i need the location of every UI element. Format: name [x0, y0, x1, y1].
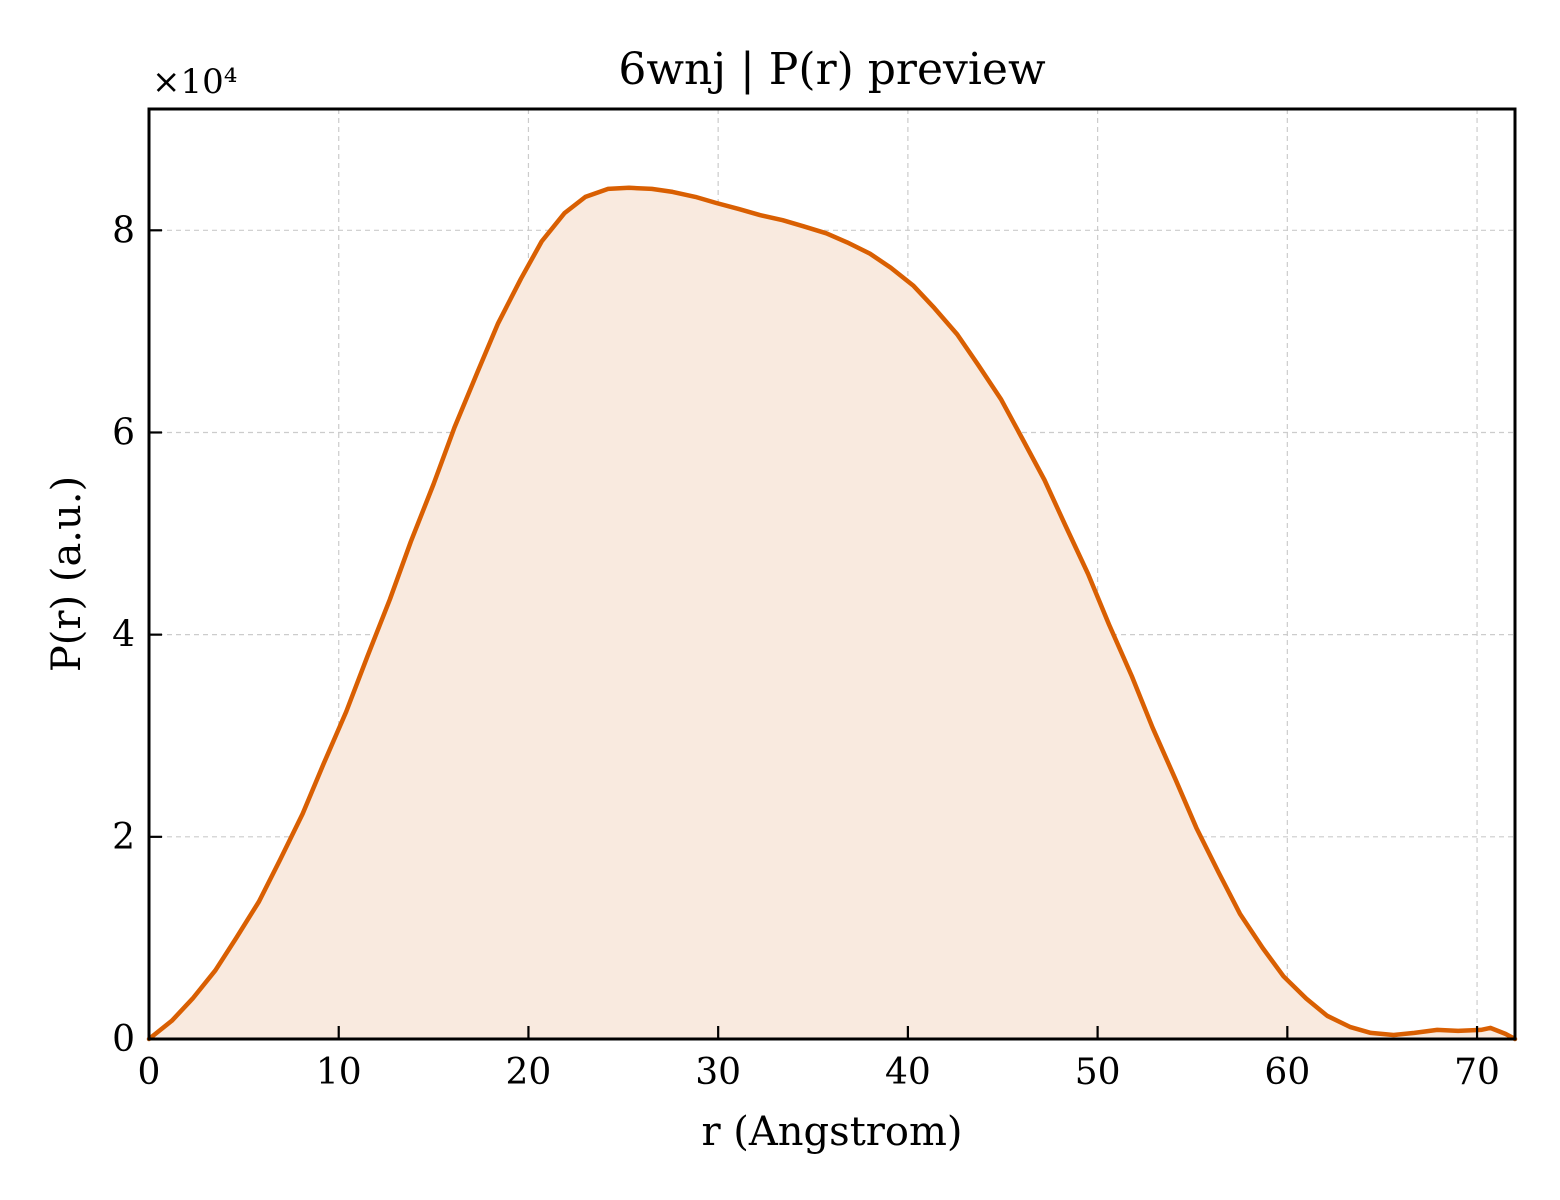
x-tick-label-6: 60 [1264, 1052, 1310, 1093]
y-tick-label-4: 8 [112, 210, 135, 251]
x-tick-label-4: 40 [885, 1052, 931, 1093]
y-tick-label-1: 2 [112, 817, 135, 858]
ticks: 0 10 20 30 40 50 60 70 0 2 4 6 8 [112, 210, 1500, 1093]
plot-frame [147, 107, 1517, 1041]
x-tick-label-0: 0 [138, 1052, 161, 1093]
x-tick-label-3: 30 [695, 1052, 741, 1093]
y-axis-label: P(r) (a.u.) [44, 476, 90, 672]
x-tick-label-5: 50 [1075, 1052, 1121, 1093]
y-tick-label-2: 4 [112, 615, 135, 656]
x-tick-label-2: 20 [506, 1052, 552, 1093]
y-tick-label-0: 0 [112, 1019, 135, 1060]
x-tick-label-7: 70 [1454, 1052, 1500, 1093]
x-tick-label-1: 10 [316, 1052, 362, 1093]
y-tick-label-3: 6 [112, 412, 135, 453]
area-fill [149, 187, 1515, 1040]
series-line [146, 185, 1518, 1042]
y-axis-offset-label: ×10⁴ [152, 62, 237, 102]
x-axis-label: r (Angstrom) [701, 1109, 962, 1155]
chart-title: 6wnj | P(r) preview [618, 44, 1046, 95]
